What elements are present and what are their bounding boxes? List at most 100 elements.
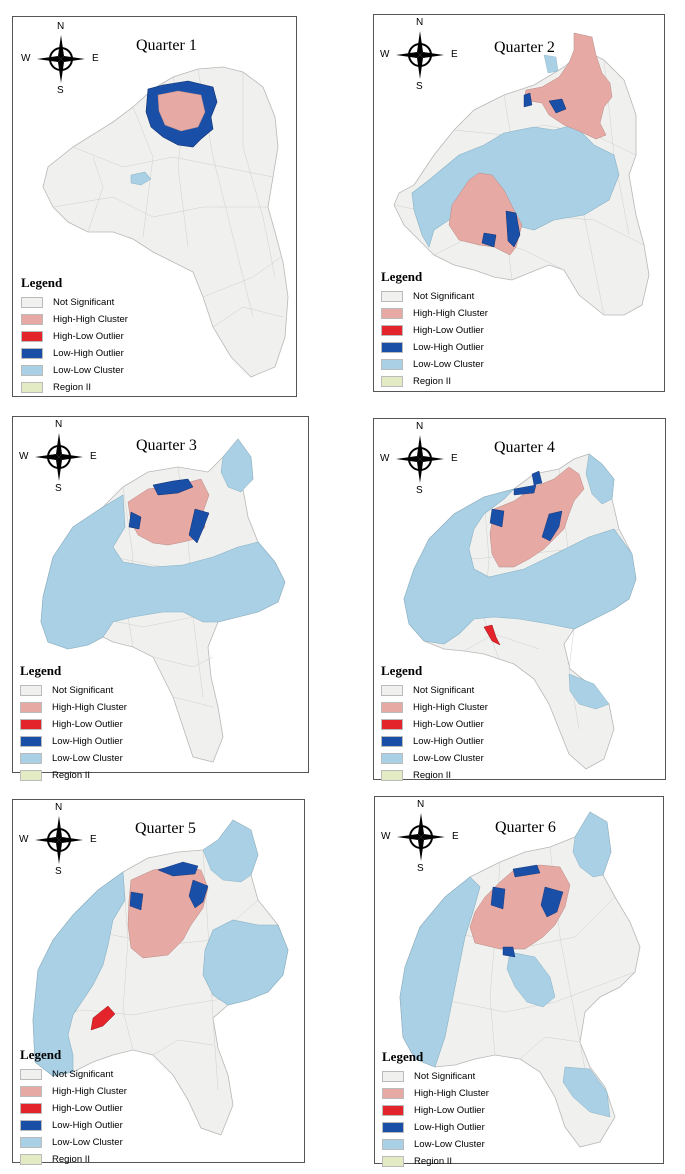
legend-label: Not Significant	[53, 297, 115, 308]
legend: Legend Not Significant High-High Cluster…	[381, 663, 488, 785]
west-label: W	[19, 834, 29, 845]
north-label: N	[57, 21, 65, 32]
west-label: W	[380, 49, 390, 60]
quarter-title: Quarter 6	[495, 819, 556, 836]
map-quarter-1	[42, 66, 289, 378]
legend-item: Low-High Outlier	[381, 734, 488, 749]
legend-title: Legend	[381, 269, 423, 284]
north-label: N	[55, 802, 63, 813]
legend-label: Region II	[414, 1156, 453, 1167]
legend-item: High-High Cluster	[381, 700, 488, 715]
south-label: S	[416, 81, 423, 92]
east-label: E	[90, 451, 97, 462]
south-label: S	[55, 483, 62, 494]
legend-label: Low-Low Cluster	[413, 359, 484, 370]
legend-item: Not Significant	[381, 683, 488, 698]
legend-item: High-Low Outlier	[381, 323, 488, 338]
map-quarter-4	[403, 453, 637, 770]
quarter-title: Quarter 4	[494, 439, 555, 456]
legend-label: High-Low Outlier	[413, 325, 484, 336]
legend-label: Low-Low Cluster	[52, 753, 123, 764]
east-label: E	[452, 831, 459, 842]
legend-label: Low-High Outlier	[414, 1122, 485, 1133]
legend-label: High-High Cluster	[414, 1088, 489, 1099]
compass-rose-icon: N S W E	[380, 421, 460, 501]
legend-label: High-Low Outlier	[52, 1103, 123, 1114]
legend: Legend Not Significant High-High Cluster…	[20, 1047, 127, 1169]
map-panel-quarter-1: N S W E Quarter 1 Legend Not Significant…	[12, 16, 297, 397]
legend-label: Low-Low Cluster	[52, 1137, 123, 1148]
legend-item: Low-Low Cluster	[382, 1137, 489, 1152]
legend-title: Legend	[20, 663, 62, 678]
legend-item: Region II	[20, 768, 127, 783]
legend-item: Low-Low Cluster	[381, 357, 488, 372]
west-label: W	[380, 453, 390, 464]
north-label: N	[417, 799, 425, 810]
legend-title: Legend	[21, 275, 63, 290]
legend-item: High-High Cluster	[20, 1084, 127, 1099]
east-label: E	[92, 53, 99, 64]
legend-item: Region II	[381, 768, 488, 783]
legend-item: High-Low Outlier	[20, 717, 127, 732]
legend-item: Not Significant	[21, 295, 128, 310]
map-panel-quarter-2: N S W E Quarter 2 Legend Not Significant…	[373, 14, 665, 392]
legend-label: Low-Low Cluster	[414, 1139, 485, 1150]
legend-item: Not Significant	[20, 683, 127, 698]
south-label: S	[57, 85, 64, 96]
map-quarter-5	[32, 819, 289, 1136]
legend-item: Low-High Outlier	[381, 340, 488, 355]
legend-title: Legend	[381, 663, 423, 678]
legend-label: Region II	[52, 770, 91, 781]
legend-label: Not Significant	[413, 291, 475, 302]
legend-title: Legend	[382, 1049, 424, 1064]
legend-label: Low-Low Cluster	[53, 365, 124, 376]
legend-item: High-High Cluster	[21, 312, 128, 327]
map-quarter-6	[399, 811, 641, 1148]
map-quarter-2	[393, 32, 650, 316]
legend-label: Not Significant	[413, 685, 475, 696]
quarter-title: Quarter 1	[136, 37, 197, 54]
legend: Legend Not Significant High-High Cluster…	[21, 275, 128, 397]
quarter-title: Quarter 2	[494, 39, 555, 56]
legend-label: Not Significant	[52, 685, 114, 696]
east-label: E	[90, 834, 97, 845]
legend-item: Not Significant	[20, 1067, 127, 1082]
legend-label: Low-High Outlier	[53, 348, 124, 359]
north-label: N	[416, 17, 424, 28]
legend-item: Low-Low Cluster	[21, 363, 128, 378]
legend-label: High-High Cluster	[52, 1086, 127, 1097]
map-panel-quarter-3: N S W E Quarter 3 Legend Not Significant…	[12, 416, 309, 781]
north-label: N	[55, 419, 63, 430]
legend-item: Region II	[382, 1154, 489, 1169]
legend-item: Low-Low Cluster	[381, 751, 488, 766]
map-quarter-3	[40, 438, 286, 763]
quarter-title: Quarter 5	[135, 820, 196, 837]
legend-label: Low-Low Cluster	[413, 753, 484, 764]
legend-item: Low-High Outlier	[382, 1120, 489, 1135]
legend-label: Low-High Outlier	[52, 1120, 123, 1131]
legend-label: High-High Cluster	[413, 702, 488, 713]
legend-label: High-Low Outlier	[413, 719, 484, 730]
legend-item: High-Low Outlier	[21, 329, 128, 344]
legend-label: High-High Cluster	[52, 702, 127, 713]
legend-item: High-Low Outlier	[20, 1101, 127, 1116]
legend: Legend Not Significant High-High Cluster…	[381, 269, 488, 391]
legend-label: High-Low Outlier	[52, 719, 123, 730]
legend-item: Low-High Outlier	[20, 1118, 127, 1133]
compass-rose-icon: N S W E	[19, 802, 99, 882]
legend-label: High-Low Outlier	[414, 1105, 485, 1116]
legend-item: Low-High Outlier	[21, 346, 128, 361]
legend-item: Low-Low Cluster	[20, 751, 127, 766]
legend-item: Not Significant	[381, 289, 488, 304]
east-label: E	[451, 49, 458, 60]
west-label: W	[19, 451, 29, 462]
legend-label: Low-High Outlier	[413, 736, 484, 747]
west-label: W	[381, 831, 391, 842]
south-label: S	[55, 866, 62, 877]
legend-label: Not Significant	[414, 1071, 476, 1082]
legend-item: Region II	[20, 1152, 127, 1167]
east-label: E	[451, 453, 458, 464]
legend-label: Region II	[413, 376, 452, 387]
compass-rose-icon: N S W E	[380, 17, 460, 97]
legend-item: High-High Cluster	[381, 306, 488, 321]
